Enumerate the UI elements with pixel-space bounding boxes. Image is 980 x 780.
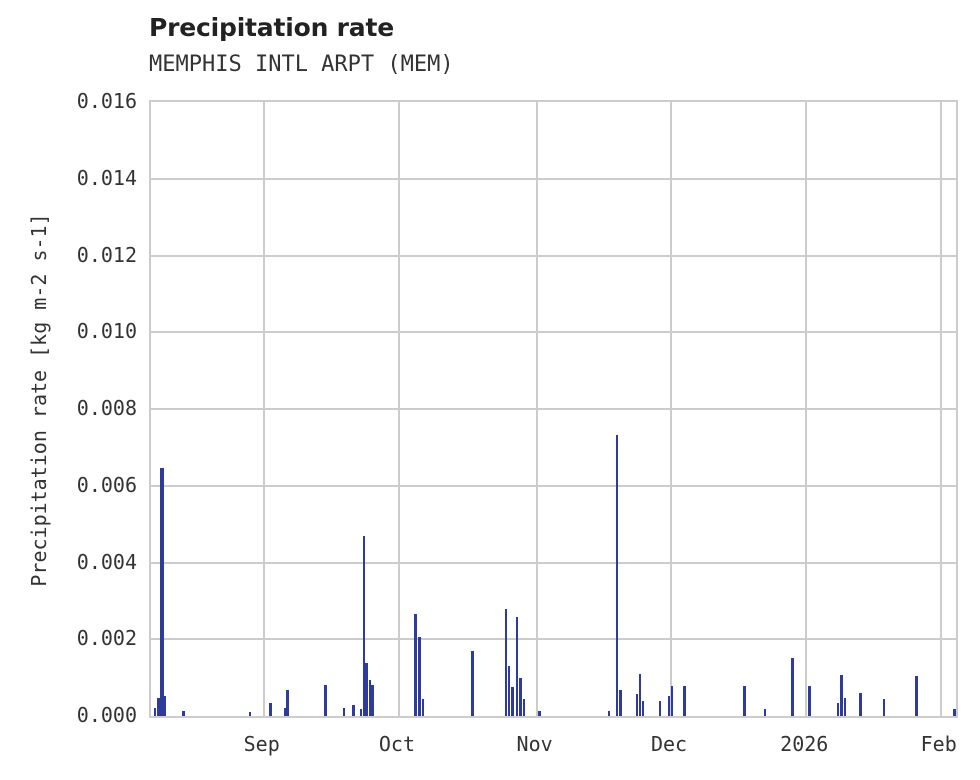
bar bbox=[286, 690, 290, 716]
bar bbox=[683, 686, 687, 716]
x-tick-label: Dec bbox=[650, 732, 688, 756]
x-tick-label: Feb bbox=[920, 732, 957, 756]
bar bbox=[508, 666, 511, 716]
bar bbox=[352, 704, 355, 716]
y-tick-label: 0.014 bbox=[76, 165, 137, 190]
bar-series bbox=[151, 102, 956, 716]
plot-area bbox=[149, 100, 958, 718]
bar bbox=[359, 709, 362, 716]
grid-line-horizontal bbox=[151, 177, 956, 180]
bar bbox=[364, 663, 368, 716]
bar bbox=[471, 650, 475, 716]
grid-line-horizontal bbox=[151, 638, 956, 641]
bar bbox=[370, 684, 374, 716]
bar bbox=[159, 468, 164, 716]
bar bbox=[249, 711, 252, 716]
grid-line-vertical bbox=[670, 102, 673, 716]
bar bbox=[417, 637, 421, 716]
bar bbox=[269, 702, 273, 716]
chart-title: Precipitation rate bbox=[149, 13, 394, 42]
y-tick-label: 0.006 bbox=[76, 472, 137, 497]
bar bbox=[511, 687, 515, 716]
bar bbox=[362, 535, 365, 716]
bar bbox=[837, 702, 840, 716]
y-tick-label: 0.004 bbox=[76, 549, 137, 574]
grid-line-horizontal bbox=[151, 484, 956, 487]
bar bbox=[808, 686, 812, 716]
x-tick-label: 2026 bbox=[780, 732, 829, 756]
grid-line-horizontal bbox=[151, 561, 956, 564]
bar bbox=[421, 698, 424, 716]
grid-line-vertical bbox=[535, 102, 538, 716]
x-tick-label: Sep bbox=[243, 732, 280, 756]
y-tick-label: 0.000 bbox=[76, 703, 137, 727]
bar bbox=[615, 434, 618, 716]
bar bbox=[156, 697, 160, 716]
bar bbox=[153, 707, 156, 716]
bar bbox=[505, 609, 508, 716]
chart-subtitle: MEMPHIS INTL ARPT (MEM) bbox=[149, 52, 454, 77]
bar bbox=[343, 707, 346, 716]
bar bbox=[882, 698, 885, 716]
bar bbox=[844, 697, 847, 716]
grid-line-vertical bbox=[805, 102, 808, 716]
bar bbox=[618, 689, 622, 716]
bar bbox=[516, 617, 519, 716]
bar bbox=[671, 686, 674, 716]
bar bbox=[639, 673, 642, 716]
bar bbox=[914, 675, 918, 716]
bar bbox=[368, 679, 371, 716]
y-tick-label: 0.012 bbox=[76, 242, 137, 267]
bar bbox=[790, 657, 794, 716]
y-tick-label: 0.008 bbox=[76, 396, 137, 420]
x-tick-label: Nov bbox=[516, 732, 553, 756]
bar bbox=[763, 709, 766, 716]
y-tick-label: 0.002 bbox=[76, 626, 137, 651]
y-tick-label: 0.016 bbox=[76, 89, 137, 113]
bar bbox=[537, 710, 541, 716]
bar bbox=[668, 696, 671, 716]
bar bbox=[523, 698, 526, 716]
bar bbox=[636, 694, 639, 716]
bar bbox=[642, 701, 645, 716]
grid-line-horizontal bbox=[151, 254, 956, 257]
bar bbox=[659, 700, 662, 716]
bar bbox=[742, 686, 746, 716]
bar bbox=[413, 613, 417, 716]
x-tick-label: Oct bbox=[378, 732, 415, 756]
grid-line-vertical bbox=[262, 102, 265, 716]
bar bbox=[952, 709, 956, 716]
bar bbox=[840, 674, 844, 716]
grid-line-vertical bbox=[397, 102, 400, 716]
bar bbox=[163, 696, 166, 716]
bar bbox=[519, 677, 522, 716]
bar bbox=[284, 708, 287, 716]
y-tick-label: 0.010 bbox=[76, 319, 137, 344]
grid-line-horizontal bbox=[151, 331, 956, 334]
bar bbox=[324, 684, 328, 716]
bar bbox=[181, 711, 185, 716]
grid-line-vertical bbox=[939, 102, 942, 716]
bar bbox=[607, 711, 610, 716]
grid-line-horizontal bbox=[151, 408, 956, 410]
bar bbox=[859, 692, 863, 716]
